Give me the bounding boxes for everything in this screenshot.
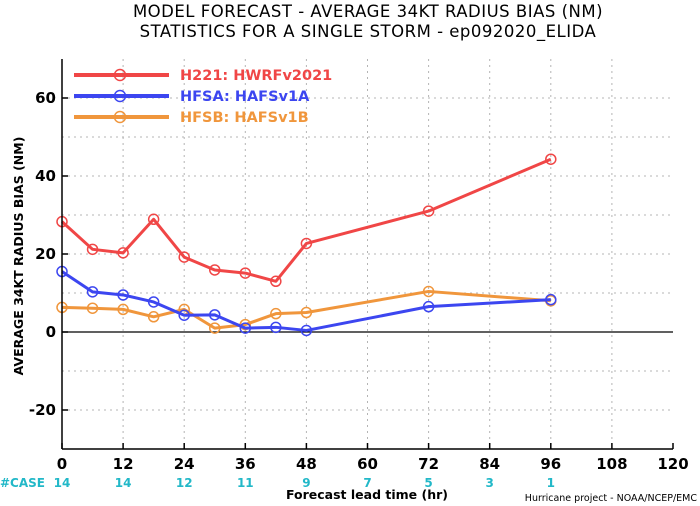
case-count: 14 (115, 476, 132, 490)
legend-label: H221: HWRFv2021 (180, 68, 332, 84)
data-point (300, 324, 313, 337)
legend-marker (113, 68, 127, 82)
data-point (239, 322, 252, 334)
data-point (239, 267, 252, 279)
x-tick-label: 36 (235, 455, 256, 473)
data-point (86, 286, 99, 298)
data-point (178, 251, 190, 263)
x-tick-label: 72 (418, 455, 439, 473)
data-point (270, 307, 282, 320)
x-tick-label: 84 (479, 455, 500, 473)
data-point (117, 303, 129, 316)
x-tick-label: 12 (113, 455, 134, 473)
data-point (209, 264, 221, 276)
x-tick-label: 24 (174, 455, 195, 473)
data-point (86, 243, 99, 256)
x-tick-label: 120 (657, 455, 688, 473)
case-count: 1 (547, 476, 555, 490)
data-point (300, 306, 313, 319)
series-layer (56, 153, 557, 337)
case-count: 7 (363, 476, 371, 490)
grid (62, 59, 673, 449)
data-point (209, 322, 221, 334)
legend-label: HFSB: HAFSv1B (180, 110, 309, 126)
data-point (86, 302, 99, 314)
legend-marker (113, 89, 127, 103)
series-line (61, 289, 551, 330)
legend-marker (113, 110, 127, 124)
case-count: 11 (237, 476, 254, 490)
data-point (117, 289, 129, 301)
y-tick-label: 20 (35, 245, 56, 263)
data-point (422, 300, 435, 313)
data-point (209, 309, 221, 321)
credit-text: Hurricane project - NOAA/NCEP/EMC (525, 493, 698, 504)
y-tick-label: 0 (46, 323, 56, 341)
axes: 0 12 24 36 48 60 72 84 96 108 120 -20 0 20 40 60 (29, 59, 689, 473)
legend-label: HFSA: HAFSv1A (180, 89, 310, 105)
chart-title-line-1: MODEL FORECAST - AVERAGE 34KT RADIUS BIA… (133, 2, 603, 21)
series-line (61, 270, 551, 332)
case-count: 12 (176, 476, 193, 490)
case-label: #CASE (0, 476, 45, 490)
x-tick-label: 0 (57, 455, 67, 473)
data-point (147, 296, 160, 308)
series-line (60, 157, 552, 283)
case-count: 9 (302, 476, 310, 490)
data-point (117, 247, 129, 259)
data-point (422, 285, 435, 298)
case-count: 5 (424, 476, 432, 490)
case-count: 14 (54, 476, 71, 490)
data-point (147, 311, 160, 323)
case-counts: #CASE 14 14 12 11 9 7 5 3 1 (0, 476, 555, 490)
y-tick-label: 40 (35, 167, 56, 185)
x-axis-title: Forecast lead time (hr) (286, 487, 448, 502)
data-point (422, 205, 435, 217)
data-point (270, 275, 282, 288)
y-tick-label: -20 (29, 401, 56, 419)
chart-title-line-2: STATISTICS FOR A SINGLE STORM - ep092020… (140, 22, 597, 42)
data-point (178, 309, 190, 321)
y-axis-title: AVERAGE 34KT RADIUS BIAS (NM) (11, 137, 26, 376)
x-tick-label: 60 (357, 455, 378, 473)
case-count: 3 (486, 476, 494, 490)
y-tick-label: 60 (35, 89, 56, 107)
x-tick-label: 108 (596, 455, 627, 473)
data-point (147, 213, 160, 226)
data-point (545, 293, 557, 306)
data-point (270, 321, 282, 334)
x-tick-label: 48 (296, 455, 317, 473)
x-tick-label: 96 (540, 455, 561, 473)
data-point (300, 237, 313, 250)
data-point (545, 153, 557, 165)
legend: H221: HWRFv2021 HFSA: HAFSv1A HFSB: HAFSv1… (74, 68, 332, 126)
